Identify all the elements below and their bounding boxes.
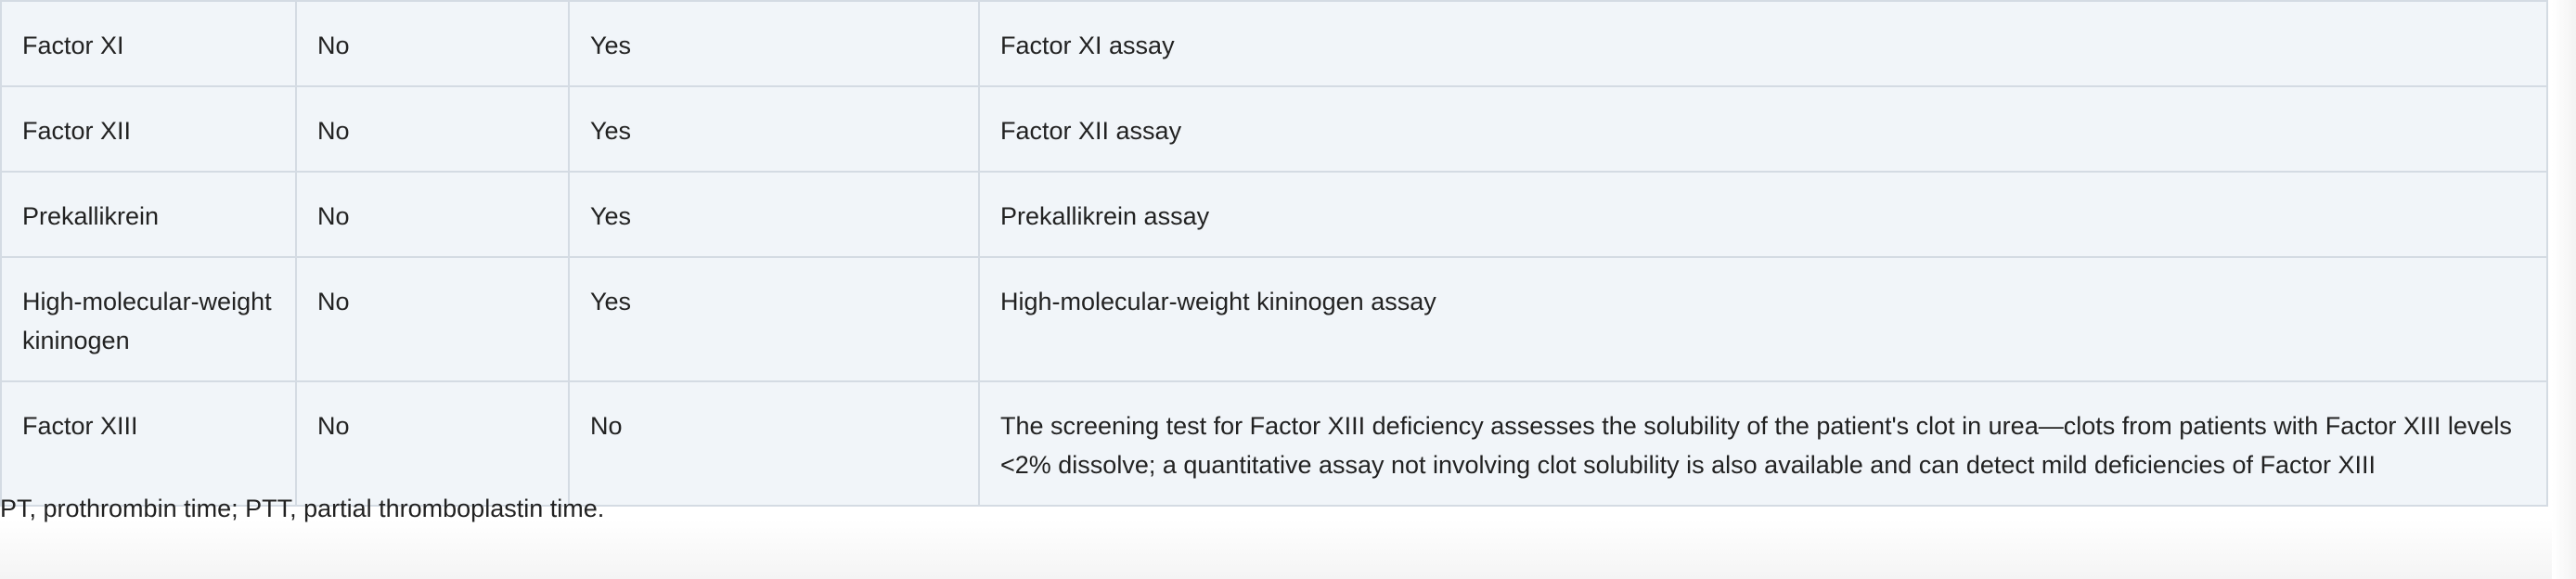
ptt-cell: Yes xyxy=(568,171,980,258)
test-cell: Prekallikrein assay xyxy=(978,171,2548,258)
ptt-cell: Yes xyxy=(568,85,980,173)
test-cell: Factor XII assay xyxy=(978,85,2548,173)
pt-cell: No xyxy=(295,256,570,382)
ptt-cell: No xyxy=(568,380,980,507)
pt-cell: No xyxy=(295,85,570,173)
factor-cell: Factor XII xyxy=(0,85,297,173)
factor-cell: Factor XIII xyxy=(0,380,297,507)
table-row: Prekallikrein No Yes Prekallikrein assay xyxy=(0,171,2548,258)
table-row: Factor XIII No No The screening test for… xyxy=(0,380,2548,507)
table-row: Factor XI No Yes Factor XI assay xyxy=(0,0,2548,87)
pt-cell: No xyxy=(295,0,570,87)
pt-cell: No xyxy=(295,171,570,258)
table-row: Factor XII No Yes Factor XII assay xyxy=(0,85,2548,173)
factor-cell: Prekallikrein xyxy=(0,171,297,258)
factor-cell: Factor XI xyxy=(0,0,297,87)
test-cell: The screening test for Factor XIII defic… xyxy=(978,380,2548,507)
ptt-cell: Yes xyxy=(568,256,980,382)
coagulation-factor-table: Factor XI No Yes Factor XI assay Factor … xyxy=(0,0,2548,507)
pt-cell: No xyxy=(295,380,570,507)
test-cell: High-molecular-weight kininogen assay xyxy=(978,256,2548,382)
scrollbar-track[interactable] xyxy=(2552,0,2576,579)
test-cell: Factor XI assay xyxy=(978,0,2548,87)
table-row: High-molecular-weight kininogen No Yes H… xyxy=(0,256,2548,382)
factor-cell: High-molecular-weight kininogen xyxy=(0,256,297,382)
table-footnote: PT, prothrombin time; PTT, partial throm… xyxy=(0,495,605,522)
ptt-cell: Yes xyxy=(568,0,980,87)
